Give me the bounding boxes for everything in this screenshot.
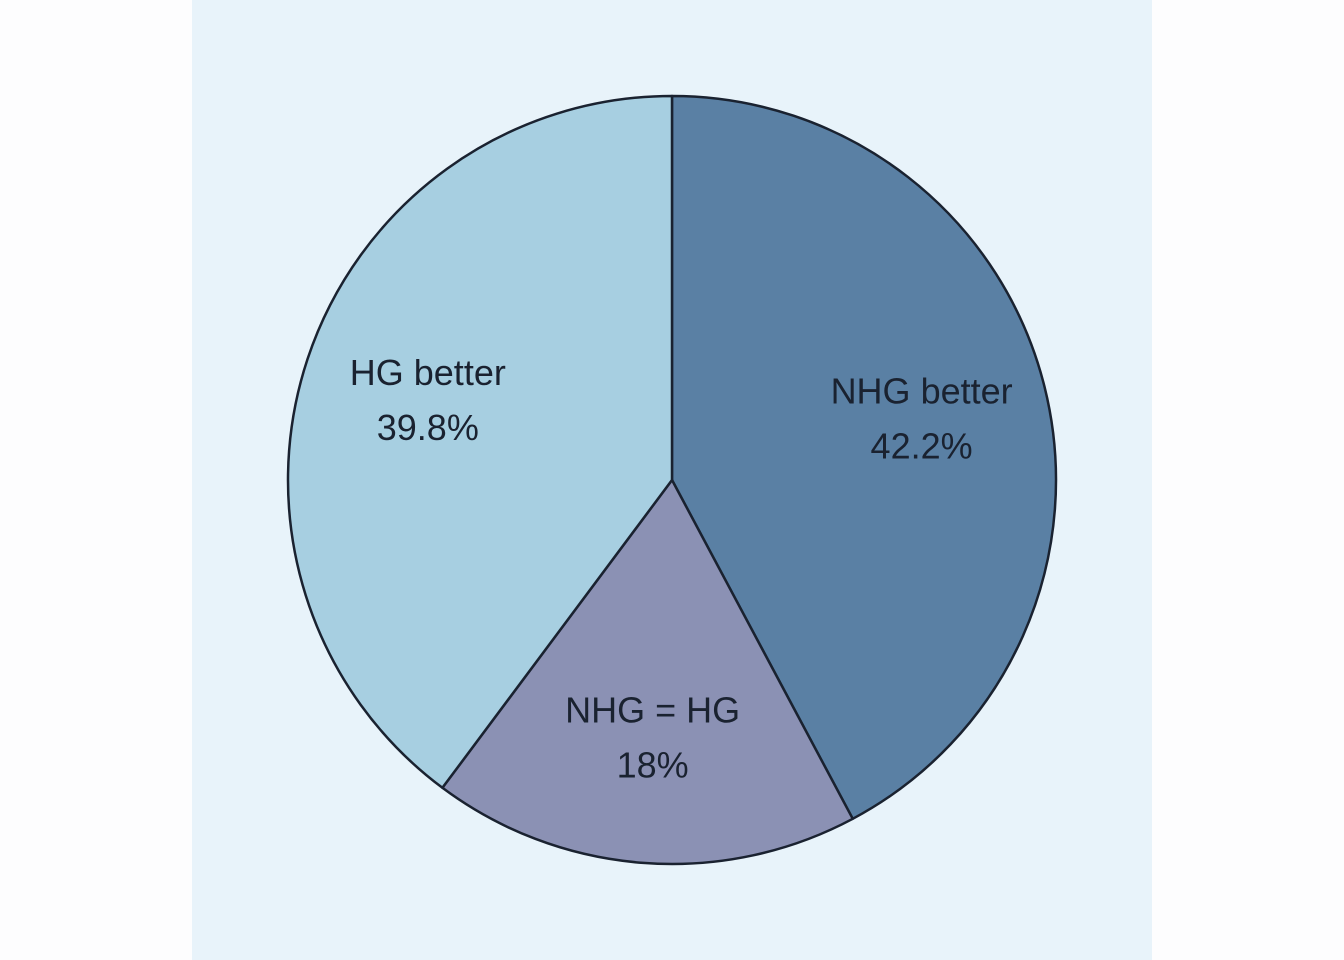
slice-label-hg-better: HG better 39.8% [350,352,506,448]
slice-category-label: NHG better [831,371,1013,412]
pie-slice-nhg-hg [441,478,854,866]
pie-chart: NHG better 42.2% NHG = HG 18% HG better 39.8% [286,94,1058,866]
slice-percent-label: 18% [617,745,689,786]
slice-label-nhg-hg: NHG = HG 18% [565,690,740,786]
pie-slice-nhg-better [670,94,1058,821]
pie-slices [286,94,1058,866]
slice-percent-label: 39.8% [377,407,479,448]
chart-panel: NHG better 42.2% NHG = HG 18% HG better 39.8% [192,0,1152,960]
pie-labels: NHG better 42.2% NHG = HG 18% HG better 39.8% [350,352,1013,786]
slice-percent-label: 42.2% [871,426,973,467]
pie-slice-hg-better [286,94,674,790]
slice-category-label: HG better [350,352,506,393]
slice-category-label: NHG = HG [565,690,740,731]
slice-label-nhg-better: NHG better 42.2% [831,371,1013,467]
